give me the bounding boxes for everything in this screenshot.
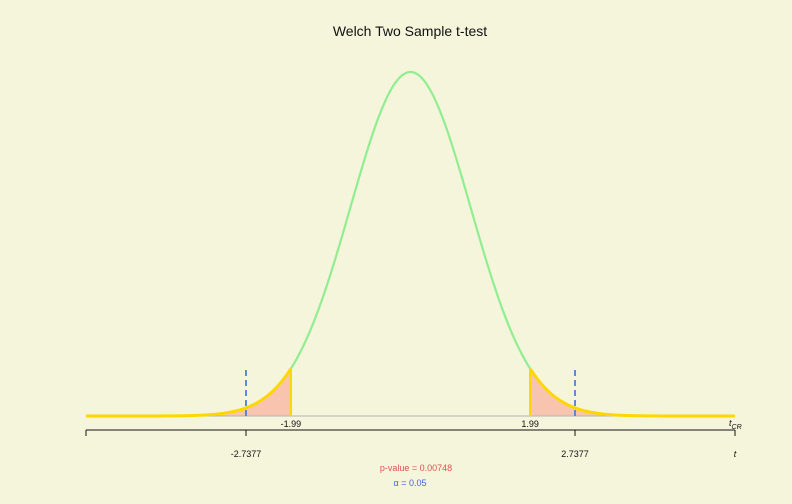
critical-value-label-left: -1.99 [281,419,302,429]
left-tail-curve [86,367,293,418]
alpha-value: = 0.05 [399,478,427,488]
chart-title: Welch Two Sample t-test [333,23,487,39]
tcr-axis-label: tCR [729,418,742,431]
p-value-label: p-value = 0.00748 [380,463,452,473]
t-axis-label: t [734,449,737,459]
left-tail-area [86,368,291,416]
alpha-symbol: α [394,478,399,488]
test-statistic-label-right: 2.7377 [561,449,589,459]
density-curve [289,70,532,370]
right-tail-area [530,368,735,416]
right-tail-curve [528,367,735,418]
alpha-label: α = 0.05 [394,478,427,488]
critical-value-label-right: 1.99 [521,419,539,429]
tcr-axis-label-main: t [729,418,732,428]
tcr-axis-label-sub: CR [732,424,742,431]
test-statistic-label-left: -2.7377 [231,449,262,459]
